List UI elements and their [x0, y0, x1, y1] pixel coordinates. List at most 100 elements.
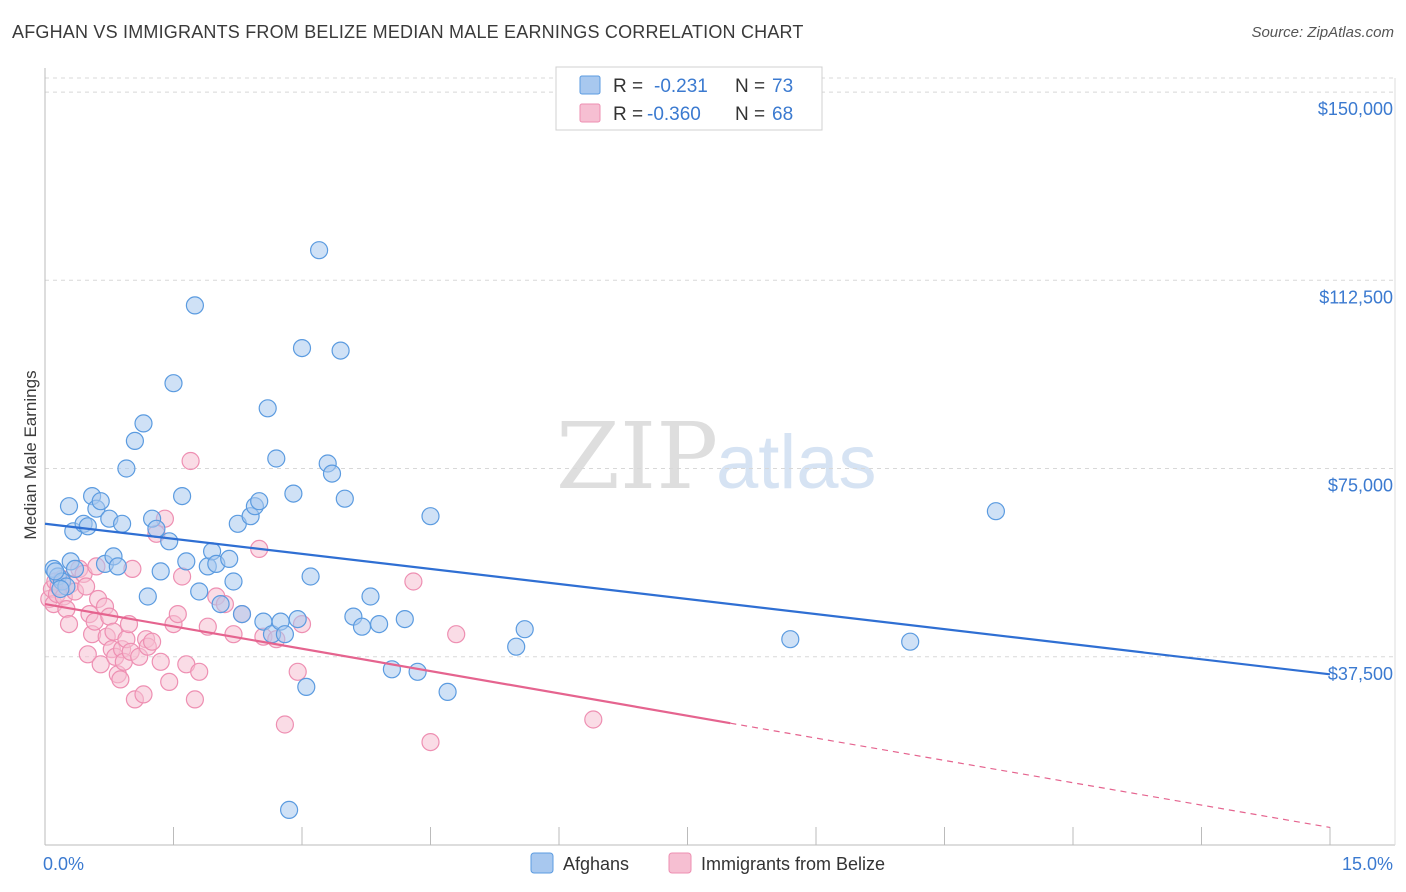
- afghan-point-26: [151, 562, 170, 581]
- afghan-point-7: [65, 559, 85, 579]
- afghan-point-47: [267, 449, 286, 468]
- bottom-legend-label-belize: Immigrants from Belize: [701, 854, 885, 874]
- afghan-point-22: [134, 414, 153, 433]
- belize-point-41: [143, 632, 162, 651]
- afghan-point-21: [125, 431, 144, 450]
- afghan-point-63: [361, 587, 380, 606]
- x-tick-label-1: 15.0%: [1342, 854, 1393, 874]
- y-tick-label-0: $37,500: [1328, 664, 1393, 684]
- afghan-point-30: [177, 552, 196, 571]
- afghan-point-19: [112, 514, 132, 533]
- afghan-point-49: [275, 625, 294, 644]
- afghan-point-25: [147, 519, 166, 538]
- afghan-point-66: [395, 609, 414, 629]
- trend-line-belize-dashed: [730, 722, 1331, 829]
- watermark-zip: ZIP: [556, 403, 718, 510]
- trend-lines: [44, 522, 1331, 829]
- y-tick-label-3: $150,000: [1318, 99, 1393, 119]
- source-label: Source: ZipAtlas.com: [1251, 24, 1394, 41]
- afghan-point-37: [220, 549, 239, 569]
- afghan-point-70: [507, 637, 526, 656]
- legend-n-label-1: N =: [735, 76, 765, 97]
- belize-point-21: [91, 655, 110, 674]
- afghan-point-5: [51, 579, 70, 599]
- belize-point-38: [134, 685, 153, 704]
- grid-lines: [45, 77, 1395, 658]
- afghan-point-14: [91, 492, 110, 511]
- afghan-point-58: [322, 464, 342, 483]
- afghan-point-32: [190, 582, 209, 601]
- belize-point-67: [584, 710, 603, 729]
- afghan-point-72: [781, 630, 800, 649]
- afghan-point-53: [292, 339, 312, 358]
- trend-line-belize-solid: [44, 602, 731, 725]
- belize-point-64: [404, 572, 423, 591]
- afghan-point-8: [59, 497, 79, 516]
- data-points: [40, 241, 1006, 820]
- chart-title: AFGHAN VS IMMIGRANTS FROM BELIZE MEDIAN …: [12, 22, 804, 42]
- afghan-point-74: [986, 502, 1006, 521]
- afghan-point-62: [352, 617, 372, 636]
- series-legend: Afghans Immigrants from Belize: [530, 852, 885, 874]
- afghan-point-55: [301, 567, 320, 586]
- trend-line-afghans: [44, 522, 1331, 676]
- afghan-point-68: [421, 507, 440, 526]
- bottom-legend-swatch-belize: [668, 852, 692, 874]
- correlation-legend: R = -0.231 N = 73 R = -0.360 N = 68: [555, 66, 823, 131]
- afghan-point-60: [335, 489, 354, 508]
- afghan-point-64: [370, 614, 389, 634]
- y-tick-label-2: $112,500: [1319, 287, 1393, 307]
- y-tick-label-1: $75,000: [1328, 476, 1393, 496]
- afghan-point-31: [185, 296, 204, 315]
- afghan-point-23: [138, 587, 157, 606]
- afghan-point-50: [280, 800, 299, 820]
- belize-point-62: [288, 662, 307, 681]
- legend-swatch-belize: [579, 103, 601, 123]
- afghan-point-36: [211, 594, 230, 614]
- belize-point-66: [447, 625, 466, 644]
- legend-n-value-2: 68: [772, 104, 793, 125]
- afghan-point-18: [108, 557, 127, 576]
- belize-point-56: [224, 625, 243, 644]
- belize-point-65: [421, 732, 440, 752]
- afghan-point-40: [232, 604, 252, 624]
- afghan-point-69: [438, 682, 457, 702]
- afghan-point-59: [331, 341, 350, 360]
- bottom-legend-label-afghans: Afghans: [563, 854, 629, 874]
- legend-r-value-1: -0.231: [654, 76, 708, 97]
- afghan-point-56: [310, 241, 329, 260]
- belize-point-15: [78, 645, 97, 664]
- afghan-point-45: [258, 399, 277, 418]
- afghan-point-51: [284, 484, 303, 503]
- afghan-point-20: [117, 459, 136, 478]
- legend-r-label-1: R =: [613, 76, 643, 97]
- belize-point-45: [160, 672, 179, 692]
- x-tick-label-0: 0.0%: [43, 854, 84, 874]
- belize-point-50: [181, 451, 200, 471]
- afghan-point-28: [164, 374, 183, 393]
- afghan-point-71: [515, 620, 534, 639]
- legend-n-value-1: 73: [772, 76, 793, 97]
- belize-point-14: [76, 577, 96, 596]
- y-axis-label: Median Male Earnings: [21, 370, 40, 539]
- afghan-point-4: [46, 562, 65, 581]
- afghan-point-52: [288, 609, 307, 629]
- afghan-point-11: [78, 517, 97, 536]
- belize-point-48: [173, 567, 192, 586]
- belize-point-29: [111, 670, 130, 689]
- belize-point-9: [59, 614, 79, 634]
- afghan-point-29: [173, 487, 192, 506]
- belize-point-51: [185, 690, 204, 709]
- bottom-legend-swatch-afghans: [530, 852, 554, 874]
- afghan-point-73: [901, 632, 920, 651]
- afghan-point-38: [224, 572, 243, 591]
- belize-point-52: [190, 662, 209, 681]
- afghan-point-27: [160, 532, 179, 551]
- tick-labels: $37,500 $75,000 $112,500 $150,000 0.0% 15.0%: [43, 99, 1393, 874]
- afghan-point-54: [297, 677, 316, 697]
- legend-swatch-afghans: [579, 75, 601, 95]
- belize-point-43: [151, 652, 170, 671]
- legend-n-label-2: N =: [735, 104, 765, 125]
- watermark-atlas: atlas: [716, 420, 877, 505]
